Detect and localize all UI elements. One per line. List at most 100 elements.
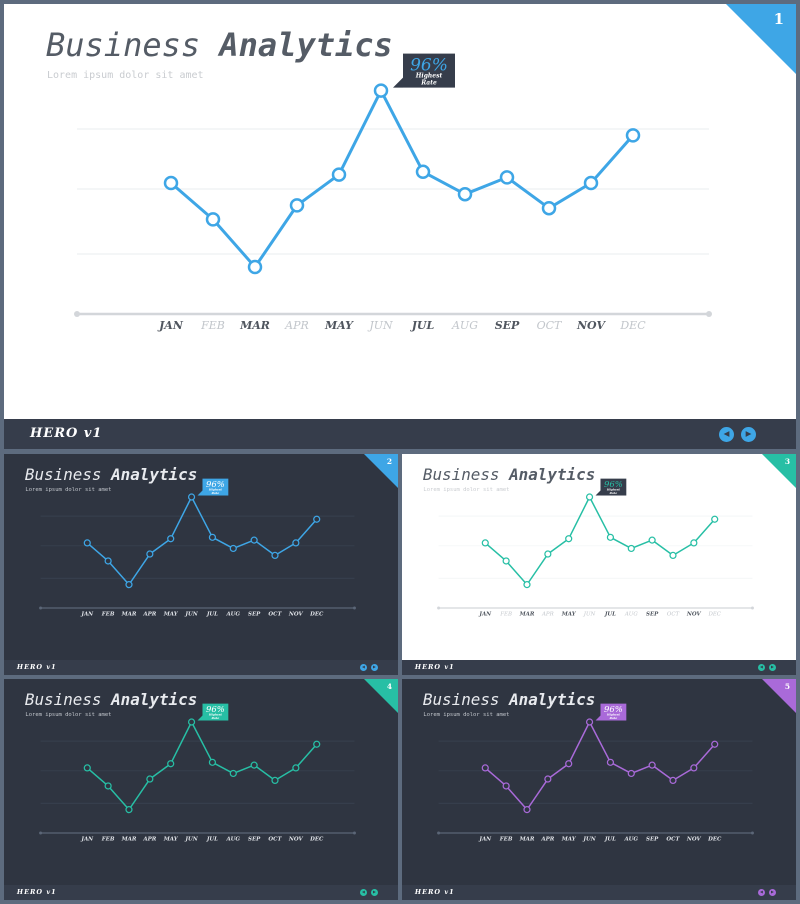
callout-label-line2: Rate xyxy=(609,716,618,720)
data-point-jul xyxy=(208,758,217,766)
line-chart: JAN FEB MAR APR MAY JUN JUL AUG SEP OCT NOV DEC 96%H… xyxy=(437,703,754,842)
data-point-sep xyxy=(250,536,258,544)
x-tick-label: NOV xyxy=(288,836,304,842)
x-tick-label: JAN xyxy=(80,836,94,842)
x-tick-label: NOV xyxy=(686,611,702,617)
x-tick-label: JUL xyxy=(604,836,616,842)
x-tick-label: FEB xyxy=(499,611,512,617)
slide-footer: HERO v1 ◀ ▶ xyxy=(402,885,796,900)
data-point-oct xyxy=(271,551,279,560)
callout-label-line1: Highest xyxy=(208,713,223,717)
data-point-mar xyxy=(125,581,133,589)
x-tick-label: MAY xyxy=(561,836,577,842)
title-regular: Business xyxy=(422,464,510,484)
data-point-feb xyxy=(502,782,510,790)
line-chart: JAN FEB MAR APR MAY JUN JUL AUG SEP OCT NOV DEC 96%H… xyxy=(39,703,356,842)
callout-label-line1: Highest xyxy=(415,73,443,80)
x-tick-label: AUG xyxy=(624,611,639,617)
slide-title: Business Analytics xyxy=(423,465,595,484)
slide-1[interactable]: Business Analytics Lorem ipsum dolor sit … xyxy=(4,4,796,449)
data-point-jan xyxy=(163,175,179,191)
corner-flag xyxy=(762,454,796,488)
brand-logo: HERO v1 xyxy=(16,888,57,897)
x-tick-label: DEC xyxy=(309,611,324,617)
data-point-oct xyxy=(271,776,279,785)
x-tick-label: OCT xyxy=(268,836,282,842)
axis-endpoint xyxy=(352,831,356,835)
slide-footer: HERO v1 ◀ ▶ xyxy=(4,419,796,449)
chevron-right-icon[interactable]: ▶ xyxy=(768,663,777,672)
data-point-jul xyxy=(606,533,615,541)
x-tick-label: JUL xyxy=(206,611,218,617)
chevron-right-icon[interactable]: ▶ xyxy=(370,663,379,672)
chevron-left-icon[interactable]: ◀ xyxy=(359,663,368,672)
chevron-right-icon[interactable]: ▶ xyxy=(741,426,756,442)
data-point-sep xyxy=(250,761,258,769)
chevron-right-icon[interactable]: ▶ xyxy=(768,888,777,897)
chevron-right-icon[interactable]: ▶ xyxy=(370,888,379,897)
data-point-dec xyxy=(313,740,321,748)
chevron-left-icon[interactable]: ◀ xyxy=(757,663,766,672)
series-line xyxy=(484,496,716,586)
chevron-left-icon[interactable]: ◀ xyxy=(757,888,766,897)
data-point-mar xyxy=(523,581,531,589)
x-tick-label: AUG xyxy=(623,836,638,842)
x-tick-label: JAN xyxy=(80,611,94,617)
slide-3[interactable]: Business Analytics Lorem ipsum dolor sit … xyxy=(402,454,796,675)
data-point-dec xyxy=(711,740,719,748)
corner-flag xyxy=(762,679,796,713)
x-tick-label: OCT xyxy=(268,611,282,617)
x-tick-label: JUL xyxy=(206,836,218,842)
slide-4[interactable]: Business Analytics Lorem ipsum dolor sit … xyxy=(4,679,398,900)
slide-5[interactable]: Business Analytics Lorem ipsum dolor sit … xyxy=(402,679,796,900)
chevron-left-icon[interactable]: ◀ xyxy=(719,426,734,442)
x-tick-label: FEB xyxy=(200,319,225,332)
data-point-jul xyxy=(208,533,217,541)
series-line xyxy=(484,721,716,811)
data-point-jun xyxy=(373,83,389,98)
data-point-oct xyxy=(541,200,557,216)
callout-label-line2: Rate xyxy=(211,491,220,495)
data-point-may xyxy=(167,535,175,543)
x-tick-label: SEP xyxy=(248,836,261,842)
slide-2[interactable]: Business Analytics Lorem ipsum dolor sit … xyxy=(4,454,398,675)
x-tick-label: APR xyxy=(541,611,554,617)
data-point-oct xyxy=(669,551,677,560)
x-tick-label: APR xyxy=(284,319,309,332)
slide-title: Business Analytics xyxy=(25,690,197,709)
data-point-sep xyxy=(499,170,515,185)
x-tick-label: AUG xyxy=(451,319,478,332)
x-tick-label: MAR xyxy=(239,319,270,332)
data-point-jan xyxy=(83,764,91,772)
series-line xyxy=(170,89,635,269)
axis-endpoint xyxy=(39,606,43,610)
slide-subtitle: Lorem ipsum dolor sit amet xyxy=(423,486,510,493)
x-tick-label: DEC xyxy=(707,611,721,617)
x-tick-label: APR xyxy=(142,611,156,617)
slide-number: 1 xyxy=(773,10,784,28)
title-regular: Business xyxy=(422,689,510,709)
axis-endpoint xyxy=(74,311,80,317)
data-point-sep xyxy=(648,761,656,769)
callout-label-line1: Highest xyxy=(606,488,621,492)
axis-endpoint xyxy=(750,831,754,835)
x-tick-label: JUL xyxy=(604,611,616,617)
axis-endpoint xyxy=(352,606,356,610)
x-tick-label: JAN xyxy=(478,836,492,842)
x-tick-label: OCT xyxy=(666,836,680,842)
chevron-left-icon[interactable]: ◀ xyxy=(359,888,368,897)
x-tick-label: FEB xyxy=(101,611,115,617)
data-point-sep xyxy=(648,536,656,544)
x-tick-label: AUG xyxy=(225,611,240,617)
data-point-jan xyxy=(83,539,91,547)
x-tick-label: MAY xyxy=(324,319,354,332)
x-tick-label: SEP xyxy=(248,611,261,617)
x-tick-label: FEB xyxy=(101,836,115,842)
data-point-jan xyxy=(481,764,489,772)
slide-number: 2 xyxy=(386,456,393,466)
data-point-feb xyxy=(104,557,112,565)
x-tick-label: MAY xyxy=(163,836,179,842)
slide-subtitle: Lorem ipsum dolor sit amet xyxy=(423,711,510,718)
